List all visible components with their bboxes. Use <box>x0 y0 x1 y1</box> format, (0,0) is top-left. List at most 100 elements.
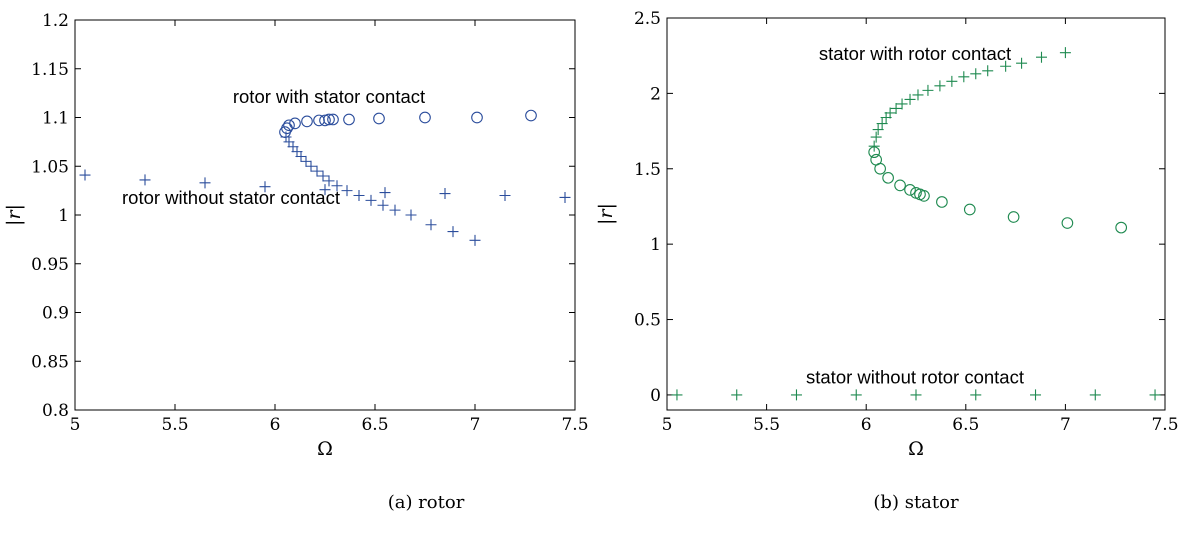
y-tick-label: 1.2 <box>42 11 69 31</box>
y-tick-label: 2 <box>650 84 661 104</box>
data-point-circle <box>894 179 906 192</box>
x-tick-label: 6 <box>861 415 872 435</box>
data-point-circle <box>868 146 881 159</box>
annotation-label: stator with rotor contact <box>819 43 1011 64</box>
data-point-circle <box>963 203 976 216</box>
data-point-plus <box>970 389 982 401</box>
data-point-plus <box>379 187 391 199</box>
data-point-plus <box>295 151 307 162</box>
y-tick-label: 1 <box>58 206 69 226</box>
data-point-plus <box>447 226 459 238</box>
y-tick-label: 0.9 <box>42 304 69 324</box>
x-axis-label: Ω <box>908 438 924 460</box>
data-point-circle <box>882 171 894 184</box>
series-circle-markers <box>868 146 1128 234</box>
data-point-plus <box>970 68 982 80</box>
data-point-plus <box>389 204 401 216</box>
data-point-plus <box>319 184 331 196</box>
plot-frame <box>666 17 1166 411</box>
data-point-plus <box>870 131 882 143</box>
x-tick-label: 7.5 <box>561 415 588 435</box>
data-point-plus <box>365 194 377 206</box>
y-tick-label: 1.15 <box>31 60 69 80</box>
series-plus-markers <box>671 47 1161 401</box>
x-tick-label: 5 <box>662 415 673 435</box>
data-point-plus <box>439 188 451 200</box>
y-tick-label: 2.5 <box>634 9 661 29</box>
x-tick-label: 7.5 <box>1151 415 1178 435</box>
data-point-plus <box>79 169 91 181</box>
x-tick-label: 7 <box>470 415 481 435</box>
data-point-plus <box>1030 389 1042 401</box>
data-point-circle <box>1115 221 1128 234</box>
data-point-plus <box>934 80 946 92</box>
data-point-plus <box>1089 389 1101 401</box>
data-point-plus <box>341 185 353 197</box>
data-point-plus <box>377 199 389 211</box>
y-tick-label: 0.5 <box>634 311 661 331</box>
data-point-circle <box>1061 217 1074 229</box>
chart-rotor: 5 5.5 6 6.5 7 7.5 0.8 0.85 0.9 0.95 1 1.05 1.1 1.15 1.… <box>3 11 589 460</box>
data-point-plus <box>982 65 994 77</box>
data-point-plus <box>1016 57 1028 69</box>
data-point-plus <box>946 75 958 87</box>
x-tick-label: 6 <box>270 415 281 435</box>
series-plus-markers <box>79 131 571 246</box>
data-point-circle <box>319 114 331 127</box>
plot-frame <box>74 19 576 411</box>
data-point-plus <box>353 190 365 201</box>
annotation-label: rotor with stator contact <box>233 86 425 107</box>
data-point-plus <box>311 165 323 177</box>
data-point-plus <box>872 124 884 136</box>
data-point-plus <box>850 389 862 401</box>
x-tick-label: 5.5 <box>161 415 188 435</box>
y-tick-label: 1.1 <box>42 109 69 129</box>
data-point-plus <box>958 71 970 83</box>
annotation-label: stator without rotor contact <box>806 367 1024 388</box>
y-axis-label: |r| <box>595 203 617 225</box>
data-point-plus <box>469 234 481 246</box>
caption-stator: (b) stator <box>873 492 959 513</box>
data-point-circle <box>1007 211 1020 223</box>
data-point-plus <box>317 170 329 182</box>
caption-rotor: (a) rotor <box>387 492 465 513</box>
data-point-plus <box>790 389 802 401</box>
x-tick-label: 5 <box>70 415 81 435</box>
data-point-plus <box>1149 389 1161 401</box>
chart-stator: 5 5.5 6 6.5 7 7.5 0 0.5 1 1.5 2 2.5 Ω |r| stator with … <box>595 9 1179 460</box>
y-tick-label: 0.95 <box>31 255 69 275</box>
data-point-plus <box>425 219 437 231</box>
data-point-plus <box>405 209 417 221</box>
data-point-plus <box>912 89 924 101</box>
annotation-label: rotor without stator contact <box>122 187 340 208</box>
data-point-circle <box>419 111 431 124</box>
data-point-plus <box>910 389 922 401</box>
data-point-plus <box>323 175 335 187</box>
data-point-plus <box>731 389 743 401</box>
data-point-plus <box>1000 60 1012 72</box>
data-point-circle <box>301 115 313 128</box>
y-axis-label: |r| <box>3 204 25 226</box>
data-point-circle <box>343 113 355 126</box>
y-tick-label: 0 <box>650 386 661 406</box>
data-point-circle <box>936 196 948 208</box>
x-tick-label: 7 <box>1060 415 1071 435</box>
data-point-plus <box>199 177 211 189</box>
data-point-plus <box>896 98 908 110</box>
data-point-plus <box>671 389 683 401</box>
y-tick-label: 1.05 <box>31 157 69 177</box>
data-point-plus <box>876 118 888 130</box>
data-point-plus <box>259 181 271 193</box>
data-point-plus <box>139 174 151 186</box>
data-point-circle <box>471 111 483 124</box>
y-tick-label: 0.8 <box>42 401 69 421</box>
data-point-circle <box>874 162 886 175</box>
x-tick-label: 6.5 <box>952 415 979 435</box>
y-tick-label: 0.85 <box>31 352 69 372</box>
data-point-circle <box>289 117 301 130</box>
y-tick-label: 1.5 <box>634 160 661 180</box>
data-point-circle <box>283 119 295 132</box>
data-point-circle <box>904 184 916 196</box>
data-point-circle <box>327 113 339 126</box>
